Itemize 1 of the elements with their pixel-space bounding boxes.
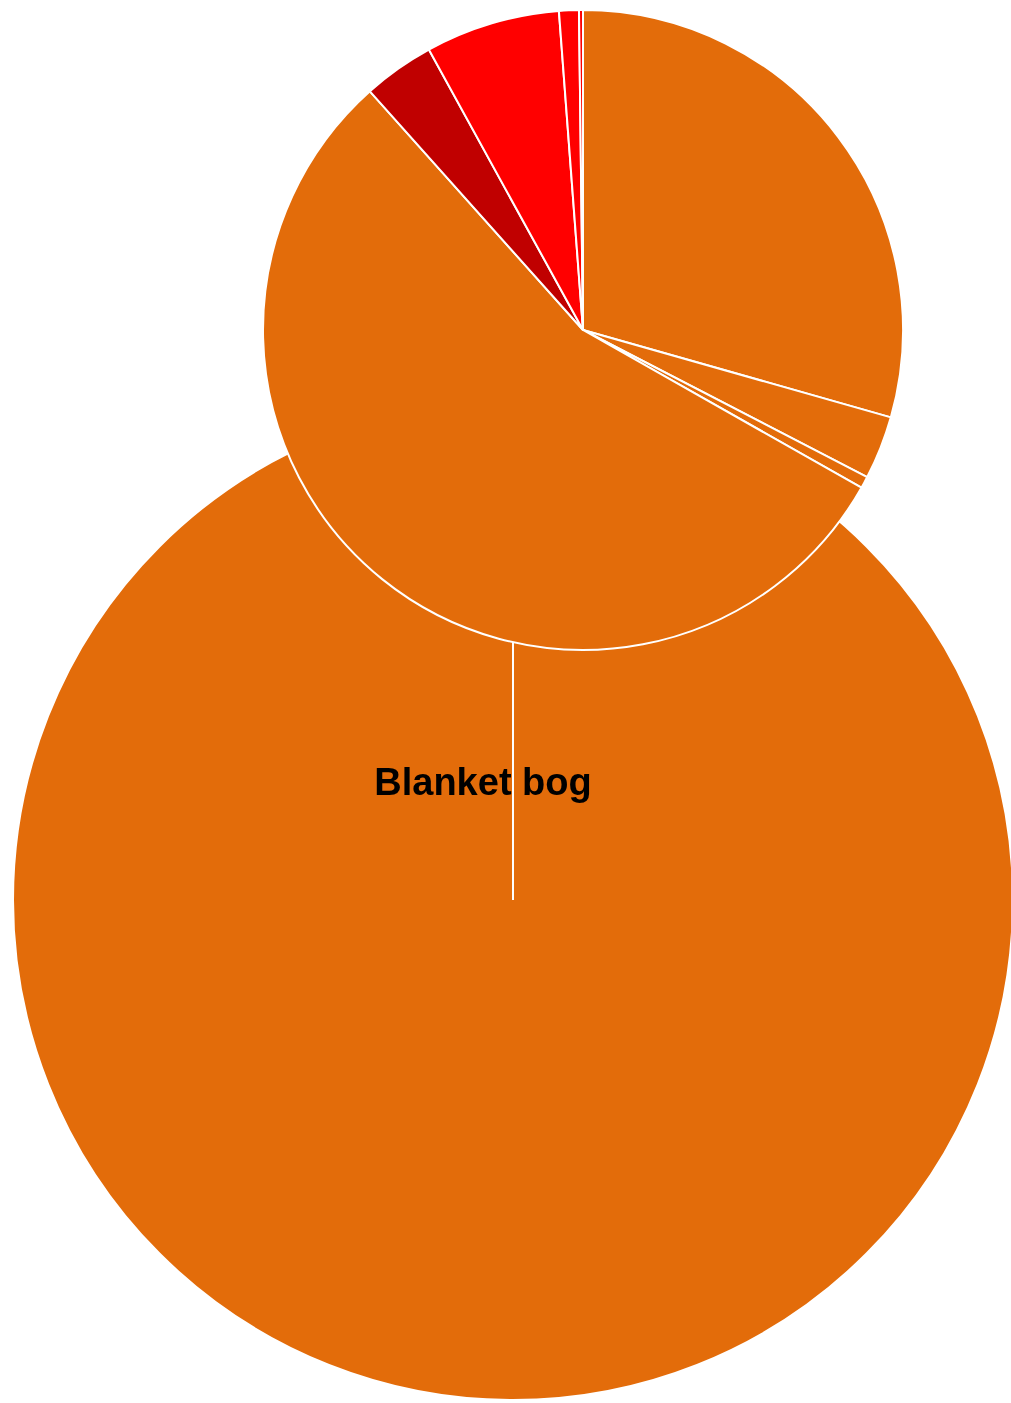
slice-label: Blanket bog xyxy=(374,761,592,804)
